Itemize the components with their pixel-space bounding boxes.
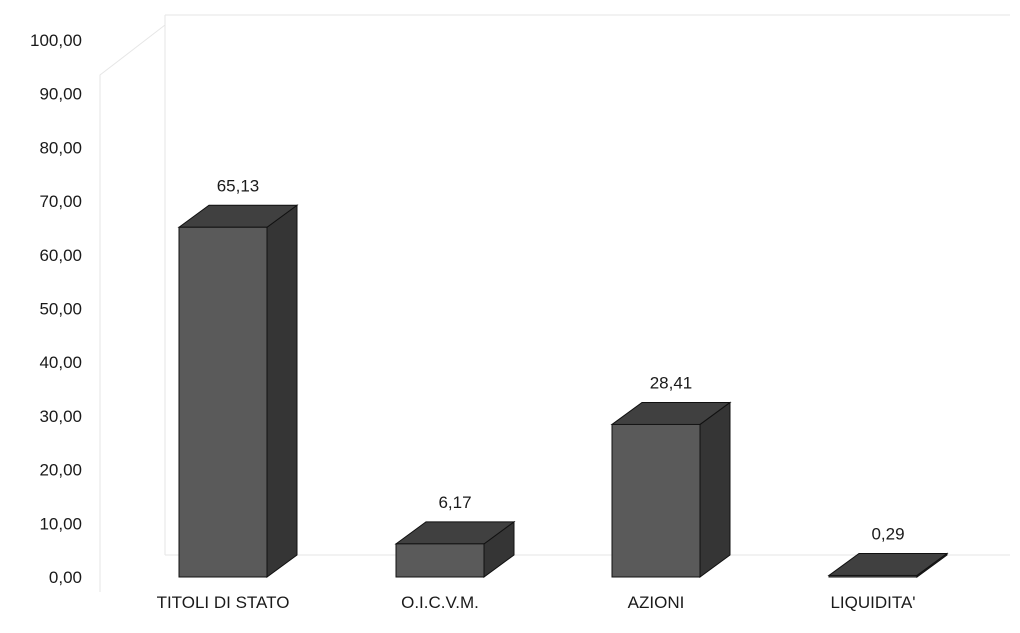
x-axis-categories: TITOLI DI STATO O.I.C.V.M. AZIONI LIQUIDITA… [157, 593, 916, 612]
left-wall-edge [99, 24, 166, 592]
data-label: 28,41 [650, 373, 693, 392]
category-label: AZIONI [628, 593, 685, 612]
y-tick-label: 100,00 [30, 31, 82, 50]
y-axis-ticks: 0,00 10,00 20,00 30,00 40,00 50,00 60,00 70,00 8… [30, 31, 82, 587]
category-label: LIQUIDITA' [830, 593, 915, 612]
data-label: 6,17 [438, 493, 471, 512]
category-label: TITOLI DI STATO [157, 593, 290, 612]
y-tick-label: 80,00 [39, 138, 82, 157]
y-tick-label: 30,00 [39, 407, 82, 426]
y-tick-label: 0,00 [49, 568, 82, 587]
y-tick-label: 60,00 [39, 246, 82, 265]
bar-front-face [828, 574, 918, 578]
bar-side-face [699, 401, 731, 578]
data-labels: 65,13 6,17 28,41 0,29 [217, 176, 905, 543]
y-tick-label: 50,00 [39, 300, 82, 319]
bar [610, 401, 732, 578]
bars [177, 204, 949, 578]
y-tick-label: 10,00 [39, 514, 82, 533]
y-tick-label: 90,00 [39, 85, 82, 104]
category-label: O.I.C.V.M. [401, 593, 479, 612]
bar-front-face [178, 226, 268, 578]
bar-front-face [611, 423, 701, 578]
y-tick-label: 70,00 [39, 192, 82, 211]
bar-front-face [395, 543, 485, 578]
bar [177, 204, 299, 578]
data-label: 0,29 [871, 524, 904, 543]
bar [827, 552, 949, 578]
bar-top-face [827, 552, 949, 576]
y-tick-label: 20,00 [39, 461, 82, 480]
bar [394, 520, 516, 578]
data-label: 65,13 [217, 176, 260, 195]
y-tick-label: 40,00 [39, 353, 82, 372]
bar-side-face [266, 204, 298, 578]
